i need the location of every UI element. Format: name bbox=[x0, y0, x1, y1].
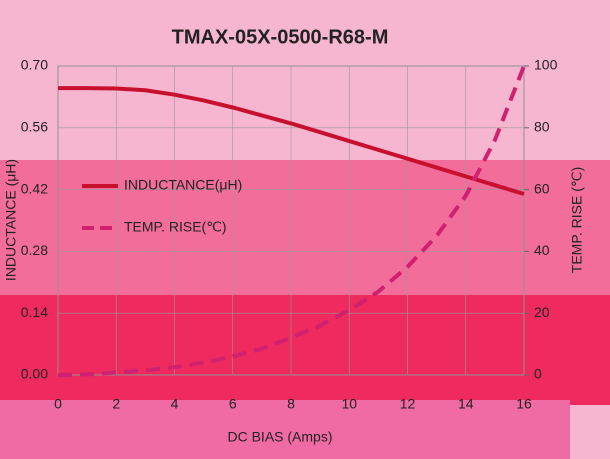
x-tick-label: 0 bbox=[54, 396, 62, 412]
y2-tick-label: 80 bbox=[534, 119, 550, 135]
y2-tick-label: 40 bbox=[534, 242, 550, 258]
y2-tick-label: 0 bbox=[534, 366, 542, 382]
y-tick-label: 0.70 bbox=[21, 57, 48, 73]
background-band bbox=[0, 295, 610, 405]
y2-tick-label: 60 bbox=[534, 180, 550, 196]
series-line bbox=[58, 86, 525, 196]
y-tick-label: 0.42 bbox=[21, 180, 48, 196]
x-tick-label: 6 bbox=[229, 396, 237, 412]
y2-tick-label: 100 bbox=[534, 57, 558, 73]
x-tick-label: 10 bbox=[341, 396, 357, 412]
x-tick-label: 8 bbox=[287, 396, 295, 412]
y-axis-label: INDUCTANCE (μH) bbox=[3, 159, 19, 281]
y-tick-label: 0.00 bbox=[21, 366, 48, 382]
background-band bbox=[0, 400, 570, 459]
x-tick-label: 2 bbox=[112, 396, 120, 412]
y2-tick-label: 20 bbox=[534, 304, 550, 320]
x-tick-label: 16 bbox=[516, 396, 532, 412]
legend-label: TEMP. RISE(℃) bbox=[124, 219, 227, 235]
x-tick-label: 4 bbox=[171, 396, 179, 412]
chart-title: TMAX-05X-0500-R68-M bbox=[172, 26, 389, 48]
series-line bbox=[57, 65, 526, 377]
y2-axis-label: TEMP. RISE (℃) bbox=[569, 167, 585, 273]
x-tick-label: 14 bbox=[458, 396, 474, 412]
y-tick-label: 0.56 bbox=[21, 119, 48, 135]
x-tick-label: 12 bbox=[400, 396, 416, 412]
legend-label: INDUCTANCE(μH) bbox=[124, 177, 242, 193]
y-tick-label: 0.14 bbox=[21, 304, 48, 320]
x-axis-label: DC BIAS (Amps) bbox=[227, 429, 332, 445]
y-tick-label: 0.28 bbox=[21, 242, 48, 258]
